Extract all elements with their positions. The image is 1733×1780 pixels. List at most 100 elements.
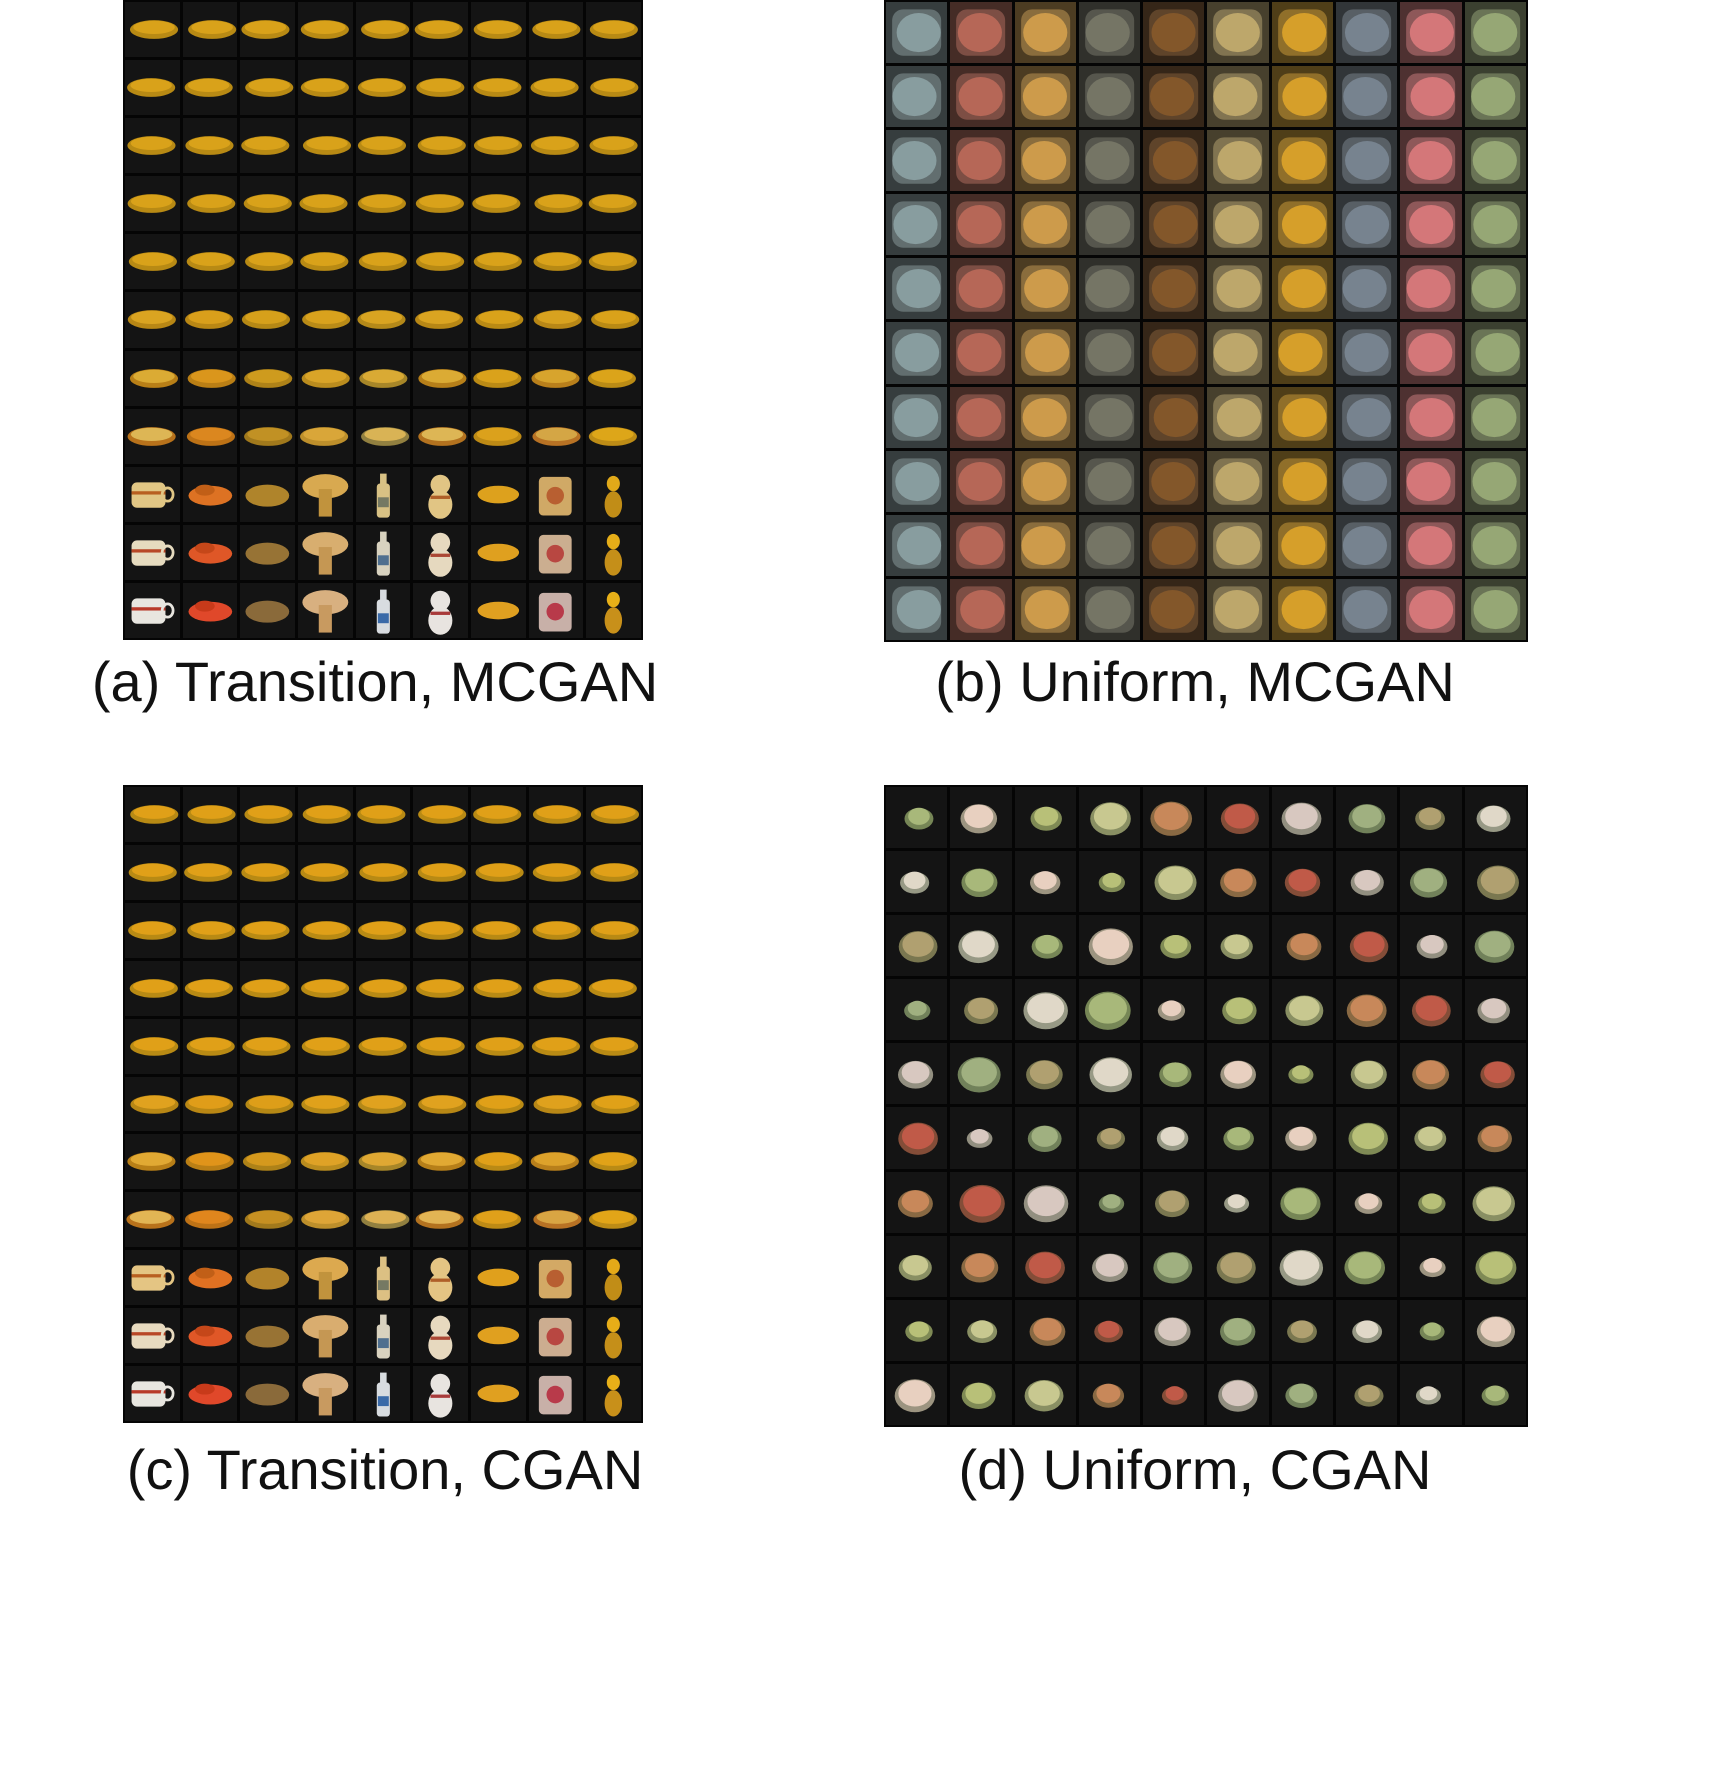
sample-image [1143, 322, 1205, 384]
sample-image [1336, 194, 1398, 256]
sample-image [355, 350, 411, 406]
sample-image [298, 118, 353, 174]
sample-image [413, 787, 468, 842]
sample-image [471, 1192, 526, 1248]
sample-image [240, 234, 295, 290]
sample-image [1078, 1363, 1141, 1425]
sample-image [1400, 979, 1462, 1041]
sample-image [298, 960, 353, 1016]
sample-image [886, 450, 948, 512]
sample-image [1400, 1171, 1462, 1233]
sample-image [355, 1018, 411, 1074]
sample-image [1271, 1171, 1334, 1233]
sample-image [1014, 130, 1076, 192]
sample-image [1078, 1235, 1141, 1297]
sample-image [1400, 450, 1462, 512]
sample-image [1207, 915, 1269, 977]
sample-image [528, 1134, 584, 1190]
sample-image [586, 844, 641, 900]
sample-image [1078, 1171, 1141, 1233]
sample-image [1143, 1043, 1205, 1105]
sample-image [355, 60, 411, 116]
sample-image [1014, 1171, 1076, 1233]
sample-image [1271, 851, 1334, 913]
sample-image [950, 1235, 1012, 1297]
sample-image [125, 1018, 180, 1074]
sample-image [240, 524, 295, 580]
sample-image [413, 1076, 468, 1132]
sample-image [886, 514, 948, 576]
sample-image [125, 408, 180, 464]
sample-image [182, 466, 238, 522]
sample-image [240, 582, 295, 638]
sample-image [950, 979, 1012, 1041]
sample-image [182, 118, 238, 174]
sample-image [240, 176, 295, 232]
sample-image [886, 1171, 948, 1233]
sample-image [1336, 66, 1398, 128]
sample-image [355, 582, 411, 638]
sample-image [1464, 386, 1526, 448]
sample-image [182, 60, 238, 116]
sample-image [298, 2, 353, 58]
sample-image [1336, 915, 1398, 977]
sample-image [355, 2, 411, 58]
sample-image [125, 1134, 180, 1190]
sample-image [1014, 1299, 1076, 1361]
sample-image [1464, 1299, 1526, 1361]
sample-image [1400, 1107, 1462, 1169]
sample-image [1143, 979, 1205, 1041]
sample-image [355, 176, 411, 232]
sample-image [950, 787, 1012, 849]
sample-image [471, 960, 526, 1016]
sample-image [1400, 194, 1462, 256]
sample-image [298, 1250, 353, 1306]
sample-image [240, 787, 295, 842]
sample-image [1014, 386, 1076, 448]
sample-image [586, 1192, 641, 1248]
sample-image [950, 322, 1012, 384]
sample-image [298, 408, 353, 464]
sample-image [886, 1299, 948, 1361]
sample-image [950, 258, 1012, 320]
sample-image [1464, 979, 1526, 1041]
sample-image [1400, 1235, 1462, 1297]
sample-image [355, 1250, 411, 1306]
sample-image [125, 1076, 180, 1132]
sample-image [125, 1192, 180, 1248]
sample-image [1014, 322, 1076, 384]
sample-image [471, 787, 526, 842]
sample-image [413, 844, 468, 900]
sample-image [1271, 322, 1334, 384]
sample-image [1014, 915, 1076, 977]
sample-image [1400, 787, 1462, 849]
sample-image [528, 118, 584, 174]
sample-image [1014, 787, 1076, 849]
sample-image [1078, 258, 1141, 320]
sample-image [886, 979, 948, 1041]
sample-image [125, 1250, 180, 1306]
sample-image [528, 582, 584, 638]
sample-image [240, 2, 295, 58]
sample-image [125, 118, 180, 174]
sample-image [413, 408, 468, 464]
sample-image [586, 1018, 641, 1074]
sample-image [240, 1308, 295, 1364]
sample-image [1271, 194, 1334, 256]
sample-image [125, 582, 180, 638]
sample-image [125, 524, 180, 580]
sample-image [1207, 386, 1269, 448]
sample-image [1400, 851, 1462, 913]
sample-image [471, 1308, 526, 1364]
sample-image [1464, 322, 1526, 384]
sample-image [413, 234, 468, 290]
sample-image [240, 1134, 295, 1190]
sample-image [471, 524, 526, 580]
sample-image [1207, 578, 1269, 640]
sample-image [1271, 1299, 1334, 1361]
sample-image [950, 1299, 1012, 1361]
sample-image [586, 408, 641, 464]
sample-image [1336, 1043, 1398, 1105]
sample-image [528, 1250, 584, 1306]
sample-image [355, 844, 411, 900]
